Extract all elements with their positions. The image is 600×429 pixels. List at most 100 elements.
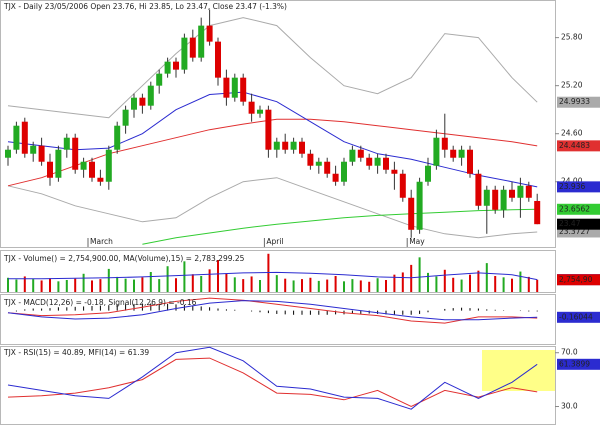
candle-body (517, 185, 524, 198)
value-label: 2,754,90 (559, 275, 593, 284)
candle-body (122, 109, 129, 126)
volume-bar (40, 280, 43, 292)
value-label-box (557, 181, 600, 193)
candle-body (408, 197, 415, 230)
volume-bar (259, 280, 261, 292)
volume-bar (99, 279, 102, 292)
value-label-box (557, 311, 600, 323)
panel-title: TJX - Volume() = 2,754,900.00, MA(Volume… (3, 254, 245, 263)
candle-body (72, 137, 79, 170)
candle-body (433, 137, 440, 166)
candle-body (534, 200, 541, 225)
volume-bar (233, 277, 236, 292)
candle-body (324, 161, 331, 174)
candle-body (357, 149, 364, 158)
candle-body (349, 149, 356, 162)
indicator-line (7, 118, 538, 187)
candle-body (156, 73, 163, 86)
candle-body (38, 145, 45, 162)
volume-bar (49, 278, 51, 292)
volume-bar (359, 280, 362, 292)
candle-body (299, 141, 305, 154)
volume-bar (7, 277, 9, 292)
volume-bar (469, 274, 471, 292)
candle-body (223, 77, 230, 98)
candle-body (366, 157, 373, 166)
value-label: -0.16044 (559, 312, 593, 321)
volume-bar (309, 277, 312, 292)
volume-bar (191, 274, 194, 292)
volume-bar (376, 278, 379, 292)
candle-body (80, 161, 87, 170)
panel-title: TJX - Daily 23/05/2006 Open 23.76, Hi 23… (3, 2, 287, 11)
volume-bar (460, 279, 463, 292)
volume-bar (133, 279, 135, 292)
candle-body (164, 61, 171, 74)
indicator-line (7, 357, 538, 408)
candle-body (63, 137, 70, 150)
candle-body (383, 157, 389, 170)
candle-body (131, 97, 137, 110)
volume-bar (410, 264, 413, 292)
rsi-panel-frame (0, 346, 556, 425)
volume-bar (225, 273, 228, 292)
candle-body (467, 149, 473, 174)
candle-body (55, 149, 62, 178)
volume-bar (158, 279, 161, 292)
value-label: 24.4483 (559, 141, 590, 150)
candle-body (341, 161, 347, 182)
candle-body (273, 141, 280, 150)
value-label-box (557, 218, 600, 230)
volume-bar (502, 277, 505, 292)
candle-body (147, 85, 154, 106)
indicator-line (7, 177, 538, 239)
candle-body (450, 149, 457, 158)
x-tick-label: March (90, 237, 113, 246)
candle-body (13, 125, 20, 150)
indicator-line (7, 300, 538, 321)
candle-body (189, 37, 196, 58)
candle-body (215, 41, 221, 78)
candle-body (248, 101, 255, 114)
y-tick-label: 70.0 (561, 348, 578, 357)
candle-body (282, 141, 289, 150)
volume-bar (418, 257, 421, 292)
panel-title: TJX - RSI(15) = 40.89, MFI(14) = 61.39 (3, 348, 149, 357)
volume-bar (124, 278, 127, 292)
candle-body (441, 137, 448, 150)
volume-bar (435, 276, 438, 292)
volume-bar (485, 263, 488, 292)
candle-body (173, 61, 179, 70)
volume-bar (275, 275, 278, 292)
value-label-box (557, 140, 600, 152)
volume-bar (116, 276, 119, 292)
volume-bar (284, 278, 287, 292)
value-label: 23.47 (559, 219, 581, 228)
candle-body (525, 185, 532, 198)
candle-body (89, 161, 95, 178)
candle-body (332, 173, 339, 182)
volume-panel-frame (0, 250, 556, 293)
value-label: 23.936 (559, 182, 585, 191)
volume-bar (443, 269, 446, 292)
value-label: 24.9933 (559, 97, 590, 106)
volume-bar (368, 281, 371, 292)
volume-bar (519, 271, 522, 292)
volume-bar (32, 279, 35, 292)
volume-bar (317, 280, 320, 292)
volume-bar (242, 279, 245, 292)
volume-bar (65, 280, 68, 292)
volume-bar (217, 260, 219, 292)
candle-body (139, 97, 146, 106)
volume-bar (82, 273, 85, 292)
volume-bar (74, 278, 77, 292)
volume-bar (200, 276, 203, 292)
volume-bar (107, 268, 110, 292)
highlight-box (482, 350, 555, 391)
macd-panel-frame (0, 294, 556, 345)
candle-body (21, 121, 28, 154)
volume-bar (393, 274, 396, 292)
candle-body (425, 165, 431, 182)
y-tick-label: 30.0 (561, 402, 578, 411)
